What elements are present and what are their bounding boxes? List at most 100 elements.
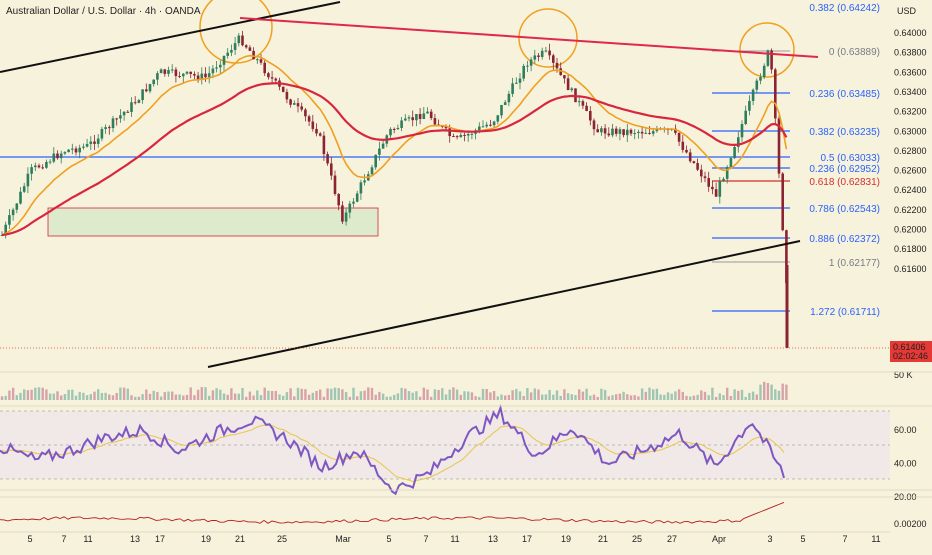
volume-bar — [629, 395, 633, 400]
candle-body — [45, 161, 48, 168]
candle-body — [392, 128, 396, 130]
candle-body — [570, 88, 574, 91]
candle-body — [737, 137, 740, 147]
volume-bar — [511, 390, 514, 400]
candle-body — [389, 128, 392, 136]
volume-bar — [311, 392, 314, 400]
candle-body — [4, 224, 7, 236]
candle-body — [178, 76, 181, 78]
candle-body — [315, 128, 318, 134]
volume-bar — [729, 395, 733, 400]
candle-body — [492, 121, 496, 126]
volume-bar — [670, 393, 673, 400]
candle-body — [722, 178, 725, 182]
candle-body — [563, 75, 566, 79]
volume-bar — [533, 388, 536, 400]
volume-bar — [56, 391, 59, 400]
volume-bar — [474, 396, 477, 400]
candle-body — [718, 181, 722, 197]
date-tick-label: 5 — [386, 534, 391, 544]
volume-bar — [263, 387, 266, 400]
volume-bar — [108, 394, 111, 400]
volume-bar — [733, 389, 736, 400]
candle-body — [700, 169, 703, 177]
volume-bar — [404, 388, 407, 400]
candle-body — [263, 62, 266, 74]
volume-bar — [82, 392, 85, 400]
candle-body — [444, 126, 448, 129]
candle-body — [322, 135, 326, 155]
volume-bar — [282, 395, 285, 400]
volume-bar — [578, 389, 581, 400]
candle-body — [655, 128, 659, 132]
last-price-value: 0.61406 — [893, 342, 926, 352]
volume-bar — [156, 392, 159, 400]
volume-bar — [744, 396, 747, 400]
volume-bar — [204, 387, 207, 400]
volume-bar — [722, 395, 725, 400]
candle-body — [751, 89, 755, 101]
candle-body — [707, 178, 710, 187]
candle-body — [93, 141, 96, 144]
volume-bar — [359, 391, 363, 400]
candle-body — [274, 78, 278, 81]
fib-label-5: 0.236 (0.62952) — [809, 164, 880, 175]
candle-body — [289, 99, 292, 105]
candle-body — [293, 103, 296, 105]
date-tick-label: 7 — [423, 534, 428, 544]
volume-bar — [326, 388, 329, 400]
volume-bar — [37, 387, 41, 400]
volume-bar — [770, 384, 773, 400]
candle-body — [100, 129, 104, 139]
candle-body — [748, 100, 751, 111]
volume-bar — [751, 391, 755, 400]
candle-body — [337, 193, 340, 206]
volume-bar — [8, 390, 11, 400]
date-tick-label: 21 — [598, 534, 608, 544]
candle-body — [163, 69, 167, 74]
candle-body — [207, 73, 211, 78]
date-tick-label: Mar — [335, 534, 351, 544]
candle-body — [211, 68, 215, 74]
candle-body — [644, 132, 648, 134]
volume-bar — [145, 389, 148, 400]
date-tick-label: Apr — [712, 534, 726, 544]
candle-body — [248, 47, 252, 51]
candle-body — [600, 128, 603, 133]
highlight-circle-1 — [518, 8, 578, 68]
volume-bar — [78, 391, 81, 400]
volume-bar — [589, 395, 592, 400]
volume-bar — [278, 394, 281, 400]
candle-body — [692, 161, 696, 164]
candle-body — [374, 154, 377, 168]
volume-bar — [41, 387, 44, 400]
candle-body — [122, 111, 126, 116]
candle-body — [285, 91, 289, 100]
candle-body — [233, 43, 237, 50]
candle-body — [108, 127, 111, 129]
fib-label-9: 1 (0.62177) — [829, 258, 880, 269]
volume-bar — [548, 389, 551, 400]
volume-bar — [422, 387, 425, 400]
candle-body — [370, 167, 374, 175]
volume-bar — [148, 393, 152, 400]
volume-bar — [67, 389, 70, 400]
candle-body — [119, 115, 122, 119]
candle-body — [540, 50, 544, 57]
volume-bar — [666, 392, 670, 400]
volume-bar — [374, 394, 377, 400]
volume-bar — [330, 388, 333, 400]
volume-bar — [726, 387, 729, 400]
candle-body — [603, 128, 607, 134]
volume-bar — [196, 389, 200, 400]
candle-body — [281, 86, 285, 92]
volume-bar — [570, 394, 573, 400]
highlight-circle-2 — [739, 22, 795, 78]
highlight-circle-0 — [199, 0, 273, 64]
date-tick-label: 27 — [667, 534, 677, 544]
volume-bar — [626, 394, 629, 400]
volume-bar — [615, 394, 618, 400]
candle-body — [237, 35, 241, 44]
volume-bar — [441, 388, 444, 400]
